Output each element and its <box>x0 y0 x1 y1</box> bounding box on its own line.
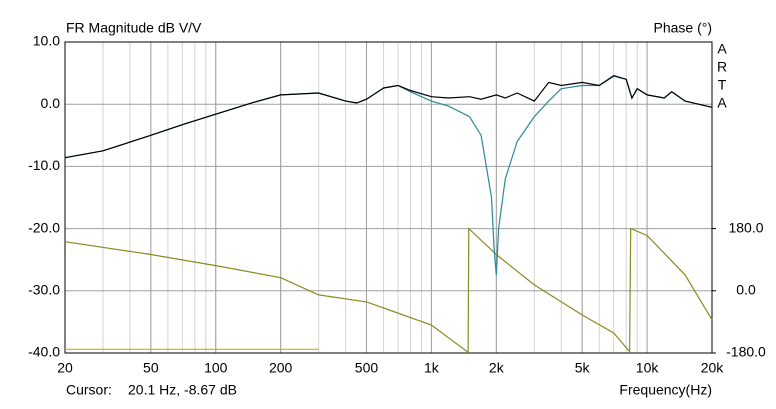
y-tick-label: 10.0 <box>33 33 60 49</box>
chart-title: FR Magnitude dB V/V <box>66 20 202 36</box>
y2-tick-label: 180.0 <box>728 219 763 235</box>
y-tick-label: -40.0 <box>28 344 60 360</box>
plot-area <box>65 42 712 353</box>
y2-axis-label: Phase (°) <box>653 20 712 36</box>
y-tick-label: -30.0 <box>28 282 60 298</box>
x-axis-label: Frequency(Hz) <box>619 382 712 398</box>
x-tick-label: 500 <box>355 360 379 376</box>
x-tick-label: 50 <box>143 360 159 376</box>
x-tick-label: 200 <box>269 360 293 376</box>
x-tick-label: 20k <box>701 360 725 376</box>
y2-tick-label: 0.0 <box>736 282 756 298</box>
x-tick-label: 20 <box>57 360 73 376</box>
cursor-value: 20.1 Hz, -8.67 dB <box>128 382 237 398</box>
y-tick-label: -10.0 <box>28 157 60 173</box>
logo-letter: A <box>717 95 727 111</box>
x-tick-label: 5k <box>575 360 591 376</box>
cursor-label: Cursor: <box>66 382 112 398</box>
series-line <box>64 74 713 159</box>
x-tick-label: 2k <box>489 360 505 376</box>
x-tick-label: 10k <box>636 360 660 376</box>
x-tick-label: 100 <box>204 360 228 376</box>
series-line <box>64 227 713 354</box>
logo-letter: A <box>717 41 727 57</box>
logo-letter: T <box>718 77 727 93</box>
y2-tick-label: -180.0 <box>726 344 766 360</box>
y-tick-label: 0.0 <box>41 95 61 111</box>
plot-frame <box>64 41 713 354</box>
logo-letter: R <box>717 59 727 75</box>
x-tick-label: 1k <box>424 360 440 376</box>
y-tick-label: -20.0 <box>28 219 60 235</box>
